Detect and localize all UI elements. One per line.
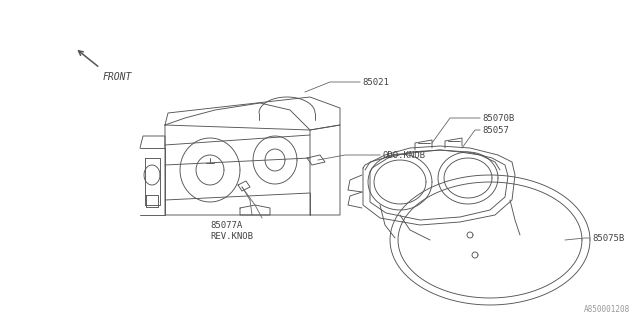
Text: 85077A: 85077A (210, 220, 243, 229)
Text: REV.KNOB: REV.KNOB (210, 231, 253, 241)
Text: 85070B: 85070B (482, 114, 515, 123)
Text: ODO.KNOB: ODO.KNOB (382, 150, 425, 159)
Text: 85021: 85021 (362, 77, 389, 86)
Text: FRONT: FRONT (103, 72, 132, 82)
Text: 85057: 85057 (482, 125, 509, 134)
Text: A850001208: A850001208 (584, 305, 630, 314)
Text: 85075B: 85075B (592, 234, 624, 243)
